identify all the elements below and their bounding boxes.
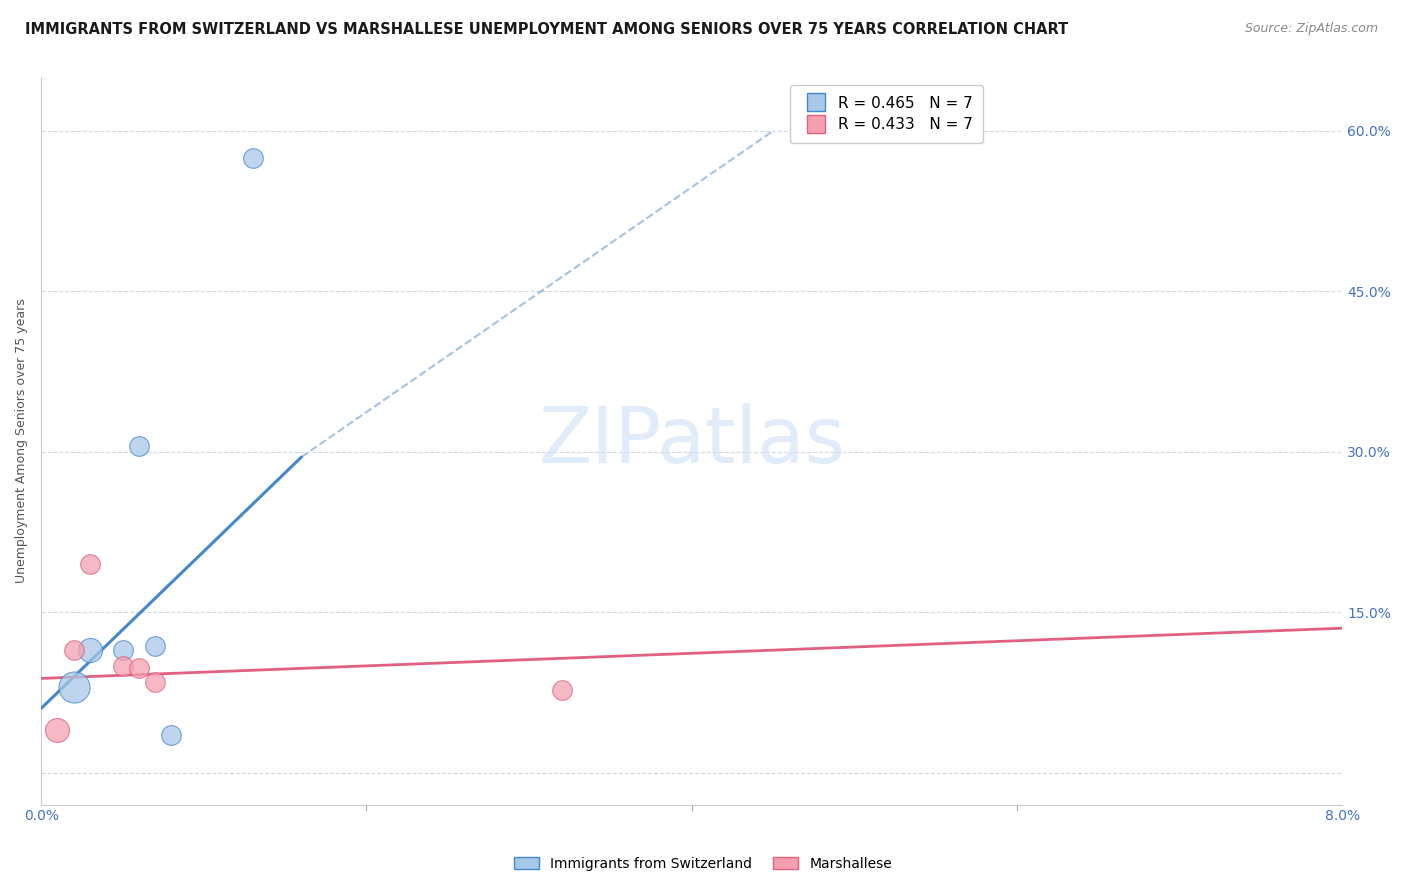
- Point: [79, 557, 101, 571]
- Point: [111, 658, 134, 673]
- Point: [46, 723, 69, 737]
- Point: [111, 642, 134, 657]
- Text: IMMIGRANTS FROM SWITZERLAND VS MARSHALLESE UNEMPLOYMENT AMONG SENIORS OVER 75 YE: IMMIGRANTS FROM SWITZERLAND VS MARSHALLE…: [25, 22, 1069, 37]
- Point: [128, 439, 150, 453]
- Text: ZIPatlas: ZIPatlas: [538, 403, 845, 479]
- Point: [62, 680, 84, 694]
- Point: [128, 661, 150, 675]
- Text: Source: ZipAtlas.com: Source: ZipAtlas.com: [1244, 22, 1378, 36]
- Legend: R = 0.465   N = 7, R = 0.433   N = 7: R = 0.465 N = 7, R = 0.433 N = 7: [790, 85, 983, 143]
- Point: [242, 151, 264, 165]
- Y-axis label: Unemployment Among Seniors over 75 years: Unemployment Among Seniors over 75 years: [15, 299, 28, 583]
- Point: [62, 642, 84, 657]
- Point: [160, 728, 183, 742]
- Point: [143, 640, 166, 654]
- Point: [143, 674, 166, 689]
- Point: [79, 642, 101, 657]
- Legend: Immigrants from Switzerland, Marshallese: Immigrants from Switzerland, Marshallese: [509, 851, 897, 876]
- Point: [550, 683, 572, 698]
